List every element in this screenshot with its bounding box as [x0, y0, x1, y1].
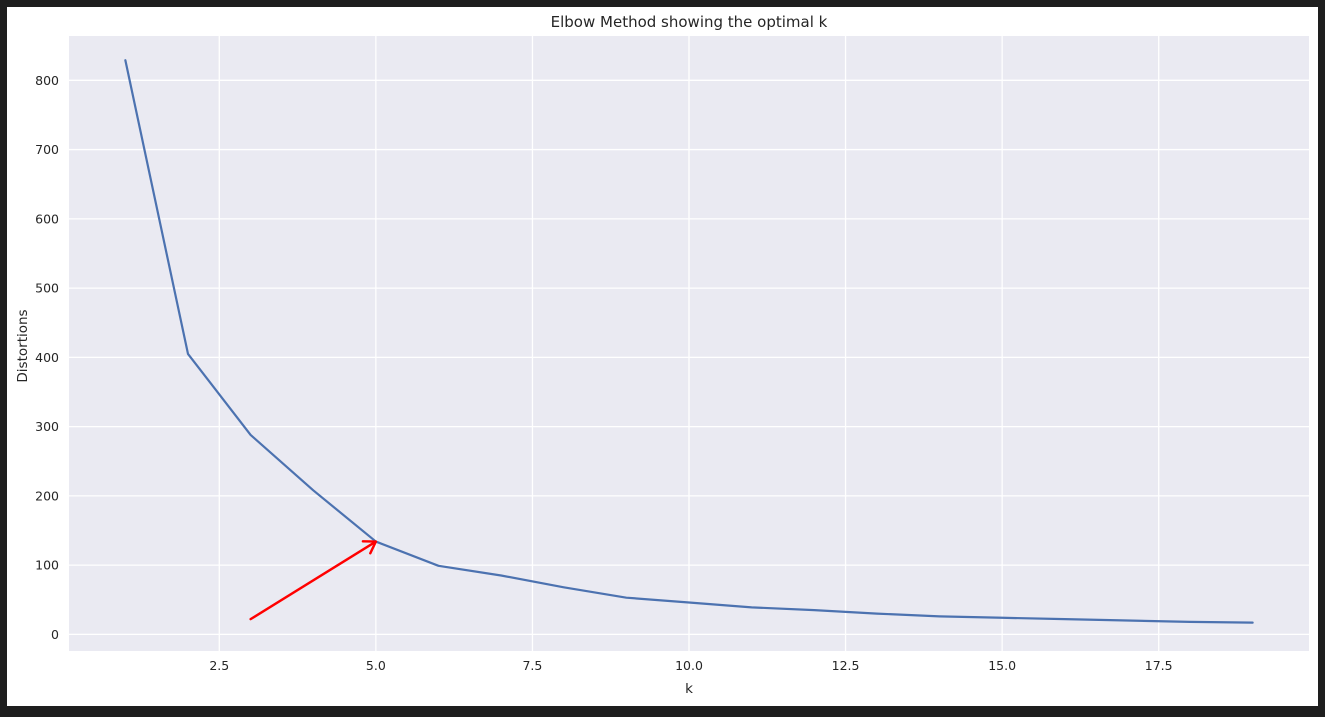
x-axis-ticks: 2.5 5.0 7.5 10.0 12.5 15.0 17.5 — [209, 658, 1172, 673]
y-tick-label: 600 — [35, 211, 59, 226]
x-tick-label: 17.5 — [1145, 658, 1173, 673]
x-tick-label: 2.5 — [209, 658, 229, 673]
x-tick-label: 7.5 — [522, 658, 542, 673]
x-tick-label: 12.5 — [832, 658, 860, 673]
chart-figure: 2.5 5.0 7.5 10.0 12.5 15.0 17.5 0 100 200 300 400 5… — [7, 7, 1318, 706]
grid-lines — [69, 36, 1309, 651]
y-tick-label: 300 — [35, 419, 59, 434]
x-tick-label: 10.0 — [675, 658, 703, 673]
x-tick-label: 15.0 — [988, 658, 1016, 673]
y-tick-label: 100 — [35, 558, 59, 573]
elbow-chart: 2.5 5.0 7.5 10.0 12.5 15.0 17.5 0 100 200 300 400 5… — [15, 13, 1309, 697]
y-tick-label: 400 — [35, 350, 59, 365]
x-axis-label: k — [685, 681, 693, 697]
y-tick-label: 700 — [35, 142, 59, 157]
y-tick-label: 200 — [35, 488, 59, 503]
annotation-arrow-head — [361, 540, 378, 555]
series-layer — [124, 59, 1254, 624]
y-tick-label: 500 — [35, 281, 59, 296]
x-tick-label: 5.0 — [366, 658, 386, 673]
y-axis-ticks: 0 100 200 300 400 500 600 700 800 — [35, 73, 59, 642]
y-tick-label: 0 — [51, 627, 59, 642]
chart-title: Elbow Method showing the optimal k — [551, 13, 828, 31]
y-axis-label: Distortions — [15, 309, 31, 382]
distortion-line — [124, 59, 1254, 624]
y-tick-label: 800 — [35, 73, 59, 88]
annotation-layer — [249, 540, 378, 621]
annotation-arrow-shaft — [249, 540, 378, 621]
